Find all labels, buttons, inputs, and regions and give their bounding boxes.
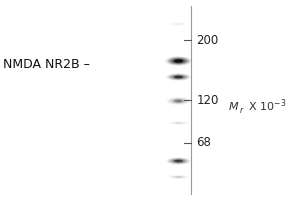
Text: $r$: $r$ [239,105,245,115]
Ellipse shape [170,74,187,80]
Ellipse shape [171,99,186,103]
Ellipse shape [169,74,188,80]
Ellipse shape [176,100,181,102]
Ellipse shape [174,76,183,78]
Ellipse shape [175,122,182,124]
Ellipse shape [174,100,183,102]
Ellipse shape [176,176,182,178]
Ellipse shape [173,99,184,103]
Ellipse shape [174,59,183,63]
Ellipse shape [169,158,188,164]
Ellipse shape [171,58,186,64]
Ellipse shape [175,100,182,102]
Ellipse shape [175,76,182,78]
Text: 200: 200 [196,33,219,46]
Ellipse shape [174,76,183,78]
Ellipse shape [174,122,183,124]
Ellipse shape [172,75,185,79]
Ellipse shape [174,176,183,178]
Ellipse shape [175,176,182,178]
Ellipse shape [172,59,185,63]
Ellipse shape [171,159,186,163]
Ellipse shape [167,74,190,80]
Ellipse shape [176,60,181,62]
Ellipse shape [170,98,187,104]
Ellipse shape [168,57,189,65]
Ellipse shape [175,160,182,162]
Ellipse shape [176,76,181,78]
Ellipse shape [174,160,183,162]
Ellipse shape [169,98,188,104]
Ellipse shape [174,100,183,102]
Ellipse shape [176,160,181,162]
Ellipse shape [175,23,182,25]
Ellipse shape [169,58,188,64]
Ellipse shape [174,59,183,63]
Ellipse shape [172,176,184,178]
Ellipse shape [168,158,189,164]
Text: NMDA NR2B –: NMDA NR2B – [3,58,90,71]
Ellipse shape [166,57,191,65]
Ellipse shape [170,158,187,164]
Ellipse shape [167,57,190,65]
Ellipse shape [173,176,184,178]
Text: X 10$^{-3}$: X 10$^{-3}$ [245,98,287,114]
Ellipse shape [173,59,184,63]
Ellipse shape [172,159,185,163]
Ellipse shape [173,159,184,163]
Ellipse shape [171,75,186,79]
Ellipse shape [168,74,189,80]
Ellipse shape [173,75,184,79]
Ellipse shape [174,160,183,162]
Text: 68: 68 [196,137,211,150]
Ellipse shape [172,99,185,103]
Text: 120: 120 [196,94,219,106]
Text: $M$: $M$ [228,100,239,112]
Ellipse shape [175,60,182,62]
